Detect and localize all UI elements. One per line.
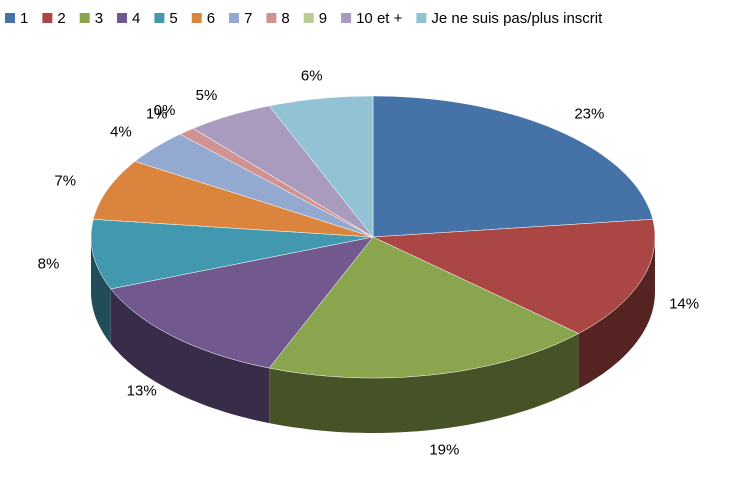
slice (268, 95, 374, 238)
data-label: 7% (54, 173, 76, 190)
legend-item: Je ne suis pas/plus inscrit (416, 10, 603, 27)
legend-label: 7 (244, 10, 252, 27)
legend-label: 2 (57, 10, 65, 27)
legend-item: 9 (303, 10, 327, 27)
data-label: 5% (196, 87, 218, 104)
slice-side (269, 333, 579, 433)
legend-label: 5 (169, 10, 177, 27)
legend-label: 10 et + (356, 10, 403, 27)
legend-swatch (154, 13, 165, 23)
data-label: 13% (127, 383, 157, 400)
slice (134, 133, 374, 238)
data-label: 23% (574, 105, 604, 122)
legend-swatch (117, 13, 128, 23)
legend-item: 5 (154, 10, 178, 27)
legend-swatch (416, 13, 427, 23)
legend-item: 3 (79, 10, 103, 27)
legend-swatch (5, 13, 15, 23)
slice (90, 219, 374, 290)
legend-swatch (191, 13, 202, 23)
slice (268, 236, 580, 379)
slice-side (578, 237, 655, 389)
data-label: 0% (154, 102, 176, 119)
legend-item: 6 (191, 10, 215, 27)
legend-label: 8 (281, 10, 289, 27)
legend-label: 9 (319, 10, 327, 27)
legend-item: 7 (229, 10, 252, 27)
legend-swatch (79, 13, 90, 23)
legend-label: 4 (132, 10, 140, 27)
legend-swatch (229, 13, 240, 23)
slice-side (110, 288, 270, 424)
legend-label: 6 (207, 10, 215, 27)
data-label: 8% (38, 255, 60, 272)
legend-item: 2 (42, 10, 66, 27)
data-label: 14% (669, 296, 699, 313)
data-label: 1% (146, 105, 168, 122)
legend-swatch (266, 13, 277, 23)
legend-swatch (341, 13, 352, 23)
legend-item: 8 (266, 10, 290, 27)
data-label: 19% (429, 441, 459, 458)
legend-label: 1 (20, 10, 28, 27)
data-label: 4% (110, 124, 132, 141)
legend-swatch (42, 13, 53, 23)
legend-swatch (303, 13, 314, 23)
slice (192, 105, 374, 238)
slice (110, 236, 374, 369)
data-label: 6% (301, 67, 323, 84)
legend-item: 10 et + (341, 10, 403, 27)
slice (92, 161, 374, 238)
legend-label: Je ne suis pas/plus inscrit (431, 10, 603, 27)
legend-item: 1 (5, 10, 28, 27)
legend-label: 3 (95, 10, 103, 27)
legend-item: 4 (117, 10, 140, 27)
slice (372, 95, 654, 238)
slice (372, 219, 656, 334)
